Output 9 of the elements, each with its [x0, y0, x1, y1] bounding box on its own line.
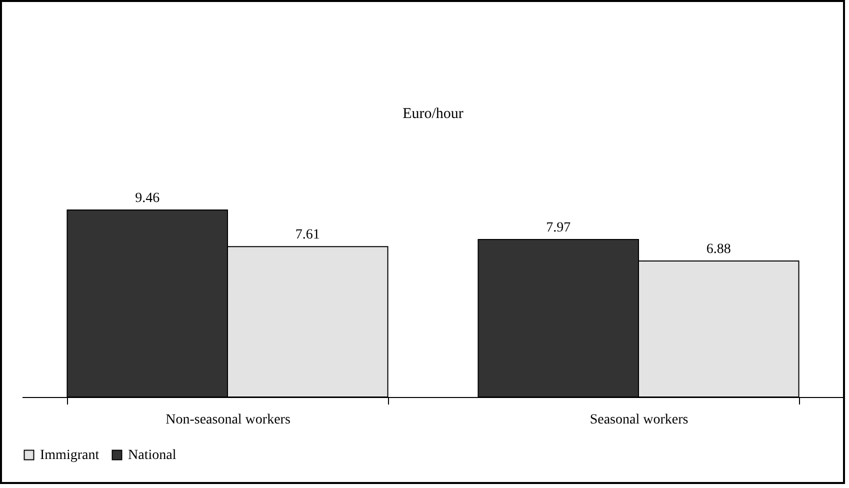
x-tick-label: Non-seasonal workers: [166, 412, 290, 428]
data-label: 7.97: [546, 220, 571, 236]
data-label: 7.61: [295, 228, 320, 243]
legend-label: National: [128, 448, 176, 463]
data-label: 9.46: [135, 191, 160, 206]
chart-title: Euro/hour: [402, 106, 464, 122]
x-tick-label: Seasonal workers: [590, 412, 688, 428]
legend-label: Immigrant: [40, 448, 100, 463]
data-label: 6.88: [706, 242, 731, 257]
